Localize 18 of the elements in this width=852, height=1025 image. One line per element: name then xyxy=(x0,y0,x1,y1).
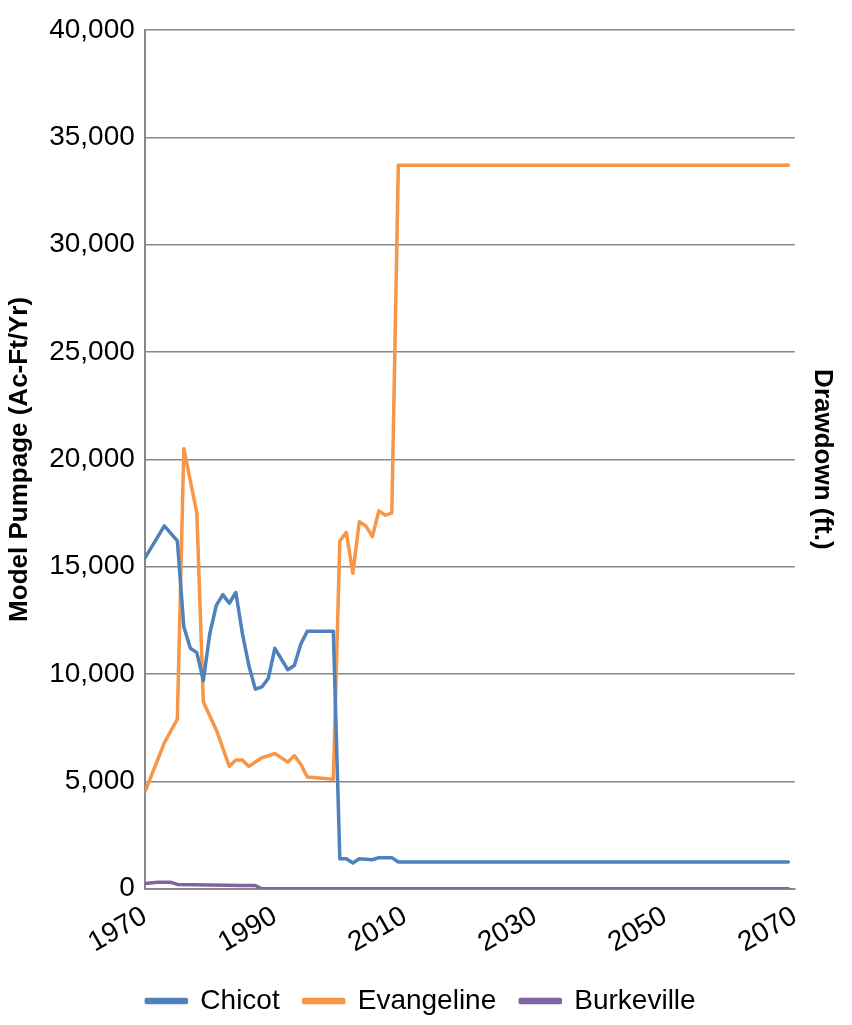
y-tick-label: 25,000 xyxy=(49,334,135,366)
x-tick-label: 2030 xyxy=(472,899,542,958)
legend-label: Chicot xyxy=(200,983,280,1015)
y-tick-label: 10,000 xyxy=(49,656,135,688)
x-tick-label: 1990 xyxy=(212,899,282,958)
x-tick-label: 2070 xyxy=(732,899,802,958)
y-tick-label: 20,000 xyxy=(49,442,135,474)
y-tick-label: 15,000 xyxy=(49,549,135,581)
y-axis-title: Model Pumpage (Ac-Ft/Yr) xyxy=(2,296,33,622)
x-tick-label: 2010 xyxy=(342,899,412,958)
x-tick-label: 2050 xyxy=(602,899,672,958)
y2-axis-title: Drawdown (ft.) xyxy=(809,369,840,550)
legend-label: Evangeline xyxy=(357,983,497,1015)
y-tick-label: 30,000 xyxy=(49,227,135,259)
y-tick-label: 5,000 xyxy=(64,764,135,796)
legend-label: Burkeville xyxy=(574,983,696,1015)
y-tick-label: 40,000 xyxy=(49,12,135,44)
y-tick-label: 35,000 xyxy=(49,120,135,152)
